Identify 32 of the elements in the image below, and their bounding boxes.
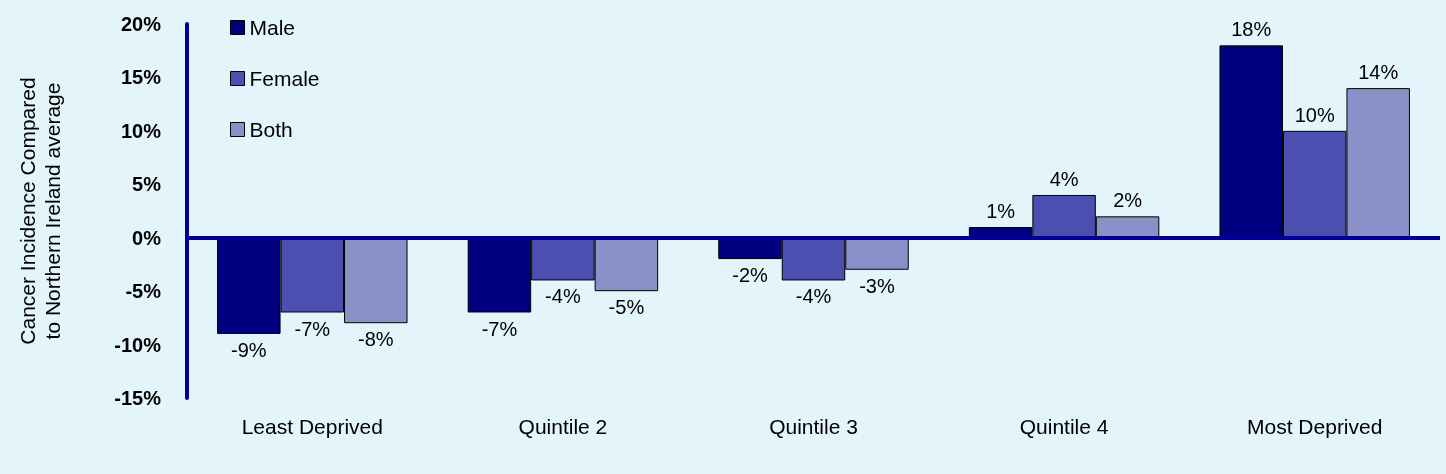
y-tick-label: -10%: [114, 333, 162, 356]
data-label: -9%: [231, 338, 267, 361]
data-label: -8%: [358, 328, 394, 351]
x-tick-label: Least Deprived: [241, 415, 383, 438]
data-label: -4%: [545, 285, 581, 308]
data-label: -2%: [732, 264, 769, 287]
data-label: 14%: [1358, 61, 1399, 84]
data-label: 2%: [1113, 189, 1143, 212]
y-tick-label: 0%: [132, 226, 162, 249]
y-tick-label: 5%: [132, 173, 162, 196]
y-axis-title: Cancer Incidence Compared to Northern Ireland average: [16, 77, 64, 345]
y-tick-label: 10%: [120, 119, 162, 142]
data-label: -4%: [795, 285, 832, 308]
y-tick-label: -5%: [125, 280, 162, 303]
x-tick-label: Quintile 3: [769, 415, 858, 438]
x-tick-label: Quintile 4: [1019, 415, 1109, 438]
y-tick-label: -15%: [114, 387, 162, 409]
y-tick-label: 15%: [120, 66, 162, 89]
legend-label: Female: [249, 67, 320, 90]
data-label: 1%: [986, 200, 1016, 223]
x-tick-label: Most Deprived: [1247, 415, 1383, 438]
data-label: -5%: [608, 296, 645, 319]
data-label: 4%: [1049, 167, 1079, 190]
data-label: -3%: [859, 274, 895, 297]
data-label: 18%: [1231, 18, 1272, 41]
legend-label: Male: [249, 16, 296, 39]
legend-label: Both: [249, 118, 293, 141]
y-tick-label: 20%: [120, 13, 162, 35]
data-label: 10%: [1294, 103, 1335, 126]
x-tick-label: Quintile 2: [518, 415, 608, 438]
data-label: -7%: [481, 317, 518, 340]
data-label: -7%: [294, 317, 331, 340]
